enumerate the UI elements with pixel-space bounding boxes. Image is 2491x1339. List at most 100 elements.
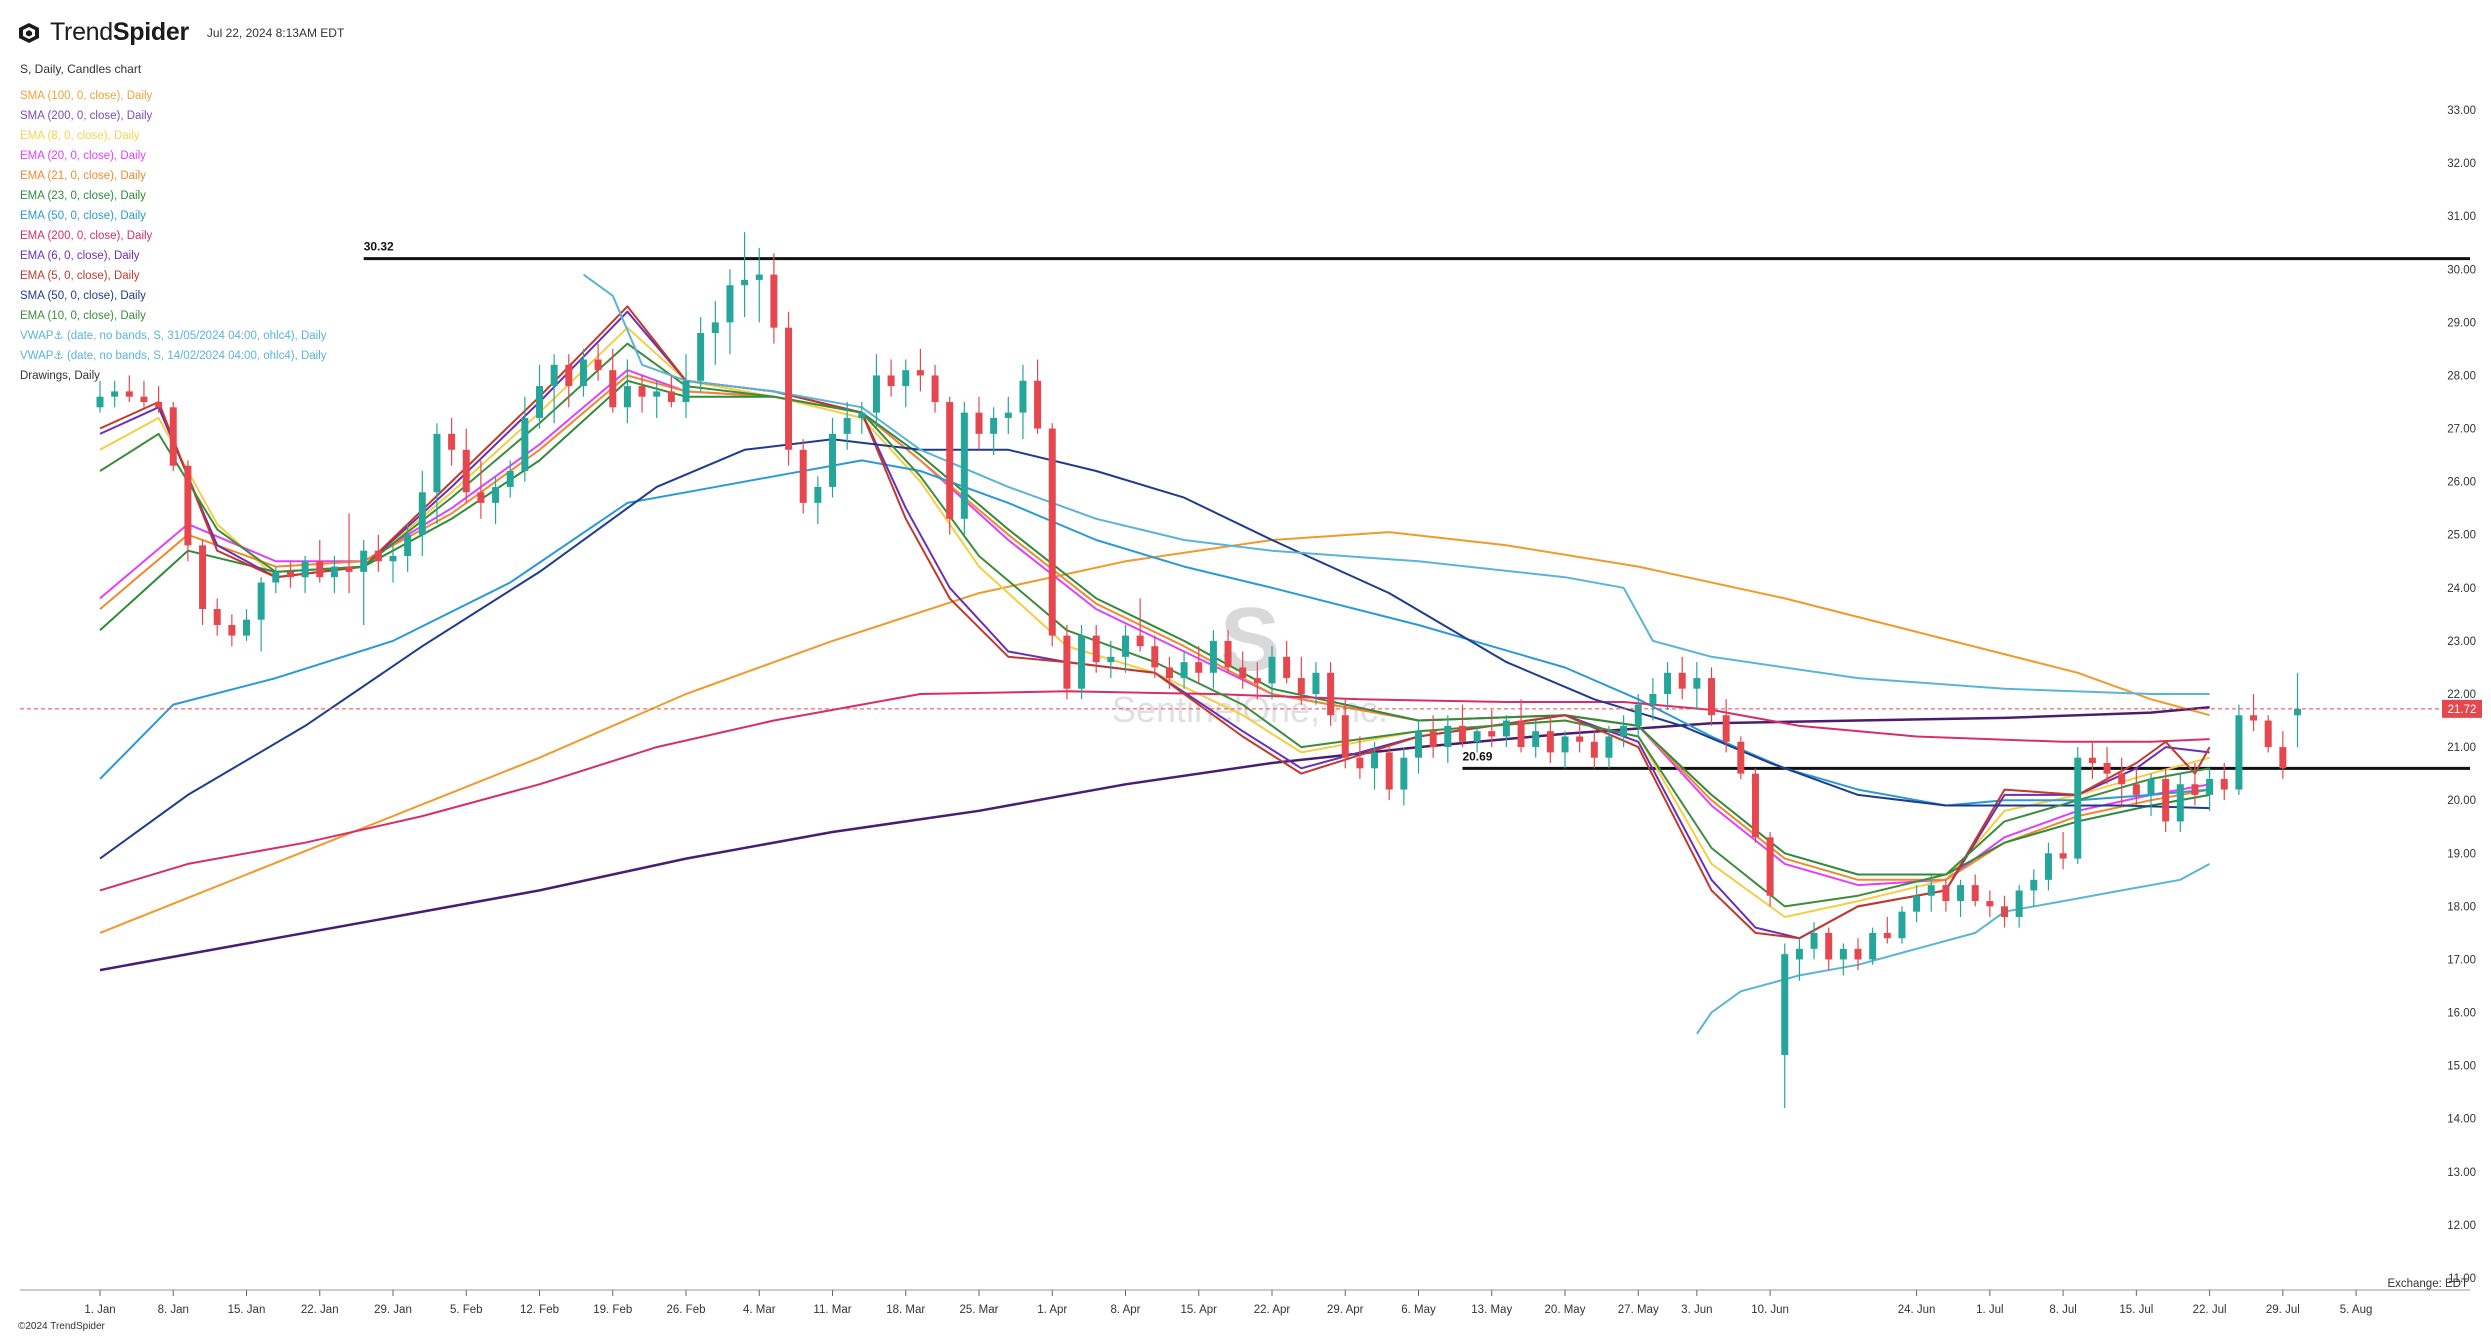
candle-body bbox=[330, 566, 338, 578]
candle-body bbox=[2162, 778, 2170, 822]
candle-body bbox=[1444, 725, 1452, 748]
legend-item[interactable]: EMA (50, 0, close), Daily bbox=[20, 210, 146, 222]
candle-body bbox=[946, 402, 954, 519]
x-axis: 1. Jan 8. Jan 15. Jan 22. Jan 29. Jan 5. Feb 1… bbox=[84, 1290, 2372, 1316]
x-tick-label: 13. May bbox=[1471, 1304, 1512, 1316]
candle-body bbox=[1883, 932, 1891, 939]
x-tick-label: 1. Jul bbox=[1976, 1304, 2004, 1316]
x-tick-label: 25. Mar bbox=[960, 1304, 999, 1316]
y-tick-label: 21.00 bbox=[2447, 742, 2476, 754]
y-axis: 11.00 12.00 13.00 14.00 15.00 16.00 17.00 18.00… bbox=[2447, 105, 2476, 1285]
candle-body bbox=[1180, 662, 1188, 679]
legend-item[interactable]: EMA (6, 0, close), Daily bbox=[20, 250, 140, 262]
brand-name-bold: Spider bbox=[112, 18, 189, 46]
candle-body bbox=[506, 471, 514, 487]
legend-item[interactable]: VWAP⚓ (date, no bands, S, 14/02/2024 04:… bbox=[20, 350, 327, 362]
candle-body bbox=[1957, 885, 1965, 902]
candle-body bbox=[975, 412, 983, 434]
legend-item[interactable]: EMA (200, 0, close), Daily bbox=[20, 230, 153, 242]
candle-body bbox=[2059, 853, 2067, 859]
legend-item[interactable]: SMA (200, 0, close), Daily bbox=[20, 110, 153, 122]
legend-item[interactable]: SMA (50, 0, close), Daily bbox=[20, 290, 146, 302]
x-tick-label: 15. Apr bbox=[1181, 1304, 1218, 1316]
candle-body bbox=[1986, 901, 1994, 907]
candle-body bbox=[2015, 890, 2023, 917]
candle-body bbox=[667, 391, 675, 402]
candle-body bbox=[785, 327, 793, 450]
candle-body bbox=[111, 391, 119, 397]
candle-body bbox=[697, 332, 705, 381]
y-tick-label: 19.00 bbox=[2447, 848, 2476, 860]
candle-body bbox=[2176, 784, 2184, 822]
x-tick-label: 22. Apr bbox=[1254, 1304, 1291, 1316]
candle-body bbox=[1136, 635, 1144, 647]
x-tick-label: 15. Jul bbox=[2119, 1304, 2153, 1316]
candle-body bbox=[1795, 948, 1803, 960]
candle-body bbox=[755, 274, 763, 280]
candle-body bbox=[1561, 736, 1569, 753]
candle-body bbox=[1283, 656, 1291, 679]
candle-body bbox=[1092, 635, 1100, 663]
candle-body bbox=[213, 609, 221, 625]
candle-body bbox=[1473, 731, 1481, 742]
candle-body bbox=[1605, 736, 1613, 758]
y-tick-label: 33.00 bbox=[2447, 105, 2476, 117]
legend-item[interactable]: EMA (20, 0, close), Daily bbox=[20, 150, 146, 162]
candle-body bbox=[2220, 778, 2228, 790]
candle-body bbox=[2074, 757, 2082, 859]
legend-item[interactable]: EMA (23, 0, close), Daily bbox=[20, 190, 146, 202]
x-tick-label: 3. Jun bbox=[1681, 1304, 1712, 1316]
x-tick-label: 12. Feb bbox=[520, 1304, 559, 1316]
x-tick-label: 20. May bbox=[1545, 1304, 1586, 1316]
x-tick-label: 29. Jul bbox=[2266, 1304, 2300, 1316]
x-tick-label: 24. Jun bbox=[1898, 1304, 1936, 1316]
y-tick-label: 14.00 bbox=[2447, 1114, 2476, 1126]
y-tick-label: 12.00 bbox=[2447, 1220, 2476, 1232]
brand-name-light: Trend bbox=[50, 18, 113, 46]
candle-body bbox=[623, 386, 631, 408]
indicator-line bbox=[99, 438, 2210, 860]
candle-body bbox=[184, 465, 192, 546]
candle-body bbox=[2030, 879, 2038, 891]
candle-body bbox=[536, 386, 543, 418]
indicator-legend: SMA (100, 0, close), Daily SMA (200, 0, c… bbox=[20, 86, 327, 386]
x-tick-label: 8. Apr bbox=[1110, 1304, 1140, 1316]
candle-body bbox=[301, 561, 309, 578]
legend-item[interactable]: EMA (8, 0, close), Daily bbox=[20, 130, 140, 142]
candle-body bbox=[492, 486, 500, 503]
candle-body bbox=[1722, 715, 1730, 742]
legend-item[interactable]: Drawings, Daily bbox=[20, 370, 100, 382]
exchange-label: Exchange: EDT bbox=[2387, 1278, 2468, 1290]
candle-body bbox=[843, 417, 851, 434]
indicator-line bbox=[582, 273, 2210, 695]
candle-body bbox=[1927, 885, 1935, 896]
y-tick-label: 23.00 bbox=[2447, 636, 2476, 648]
y-tick-label: 26.00 bbox=[2447, 477, 2476, 489]
legend-item[interactable]: EMA (10, 0, close), Daily bbox=[20, 310, 146, 322]
legend-item[interactable]: VWAP⚓ (date, no bands, S, 31/05/2024 04:… bbox=[20, 330, 327, 342]
candle-body bbox=[1385, 752, 1393, 790]
candle-body bbox=[726, 285, 734, 323]
legend-item[interactable]: EMA (21, 0, close), Daily bbox=[20, 170, 146, 182]
legend-item[interactable]: EMA (5, 0, close), Daily bbox=[20, 270, 140, 282]
candle-body bbox=[2250, 715, 2258, 721]
candle-body bbox=[345, 566, 353, 572]
y-tick-label: 11.00 bbox=[2448, 1273, 2476, 1285]
x-tick-label: 4. Mar bbox=[743, 1304, 776, 1316]
candle-body bbox=[418, 492, 426, 535]
last-price-label: 21.72 bbox=[2448, 704, 2477, 716]
candle-body bbox=[1781, 954, 1789, 1056]
candle-body bbox=[653, 391, 661, 397]
candle-body bbox=[902, 370, 910, 387]
header: TrendSpider Jul 22, 2024 8:13AM EDT bbox=[18, 18, 344, 47]
candle-body bbox=[1458, 725, 1466, 742]
candle-body bbox=[858, 412, 866, 418]
candle-body bbox=[2147, 778, 2155, 795]
y-tick-label: 25.00 bbox=[2447, 530, 2476, 542]
candle-body bbox=[1488, 731, 1496, 737]
legend-item[interactable]: SMA (100, 0, close), Daily bbox=[20, 90, 153, 102]
candle-body bbox=[1839, 948, 1847, 960]
candle-body bbox=[1151, 646, 1159, 668]
x-tick-label: 27. May bbox=[1618, 1304, 1659, 1316]
